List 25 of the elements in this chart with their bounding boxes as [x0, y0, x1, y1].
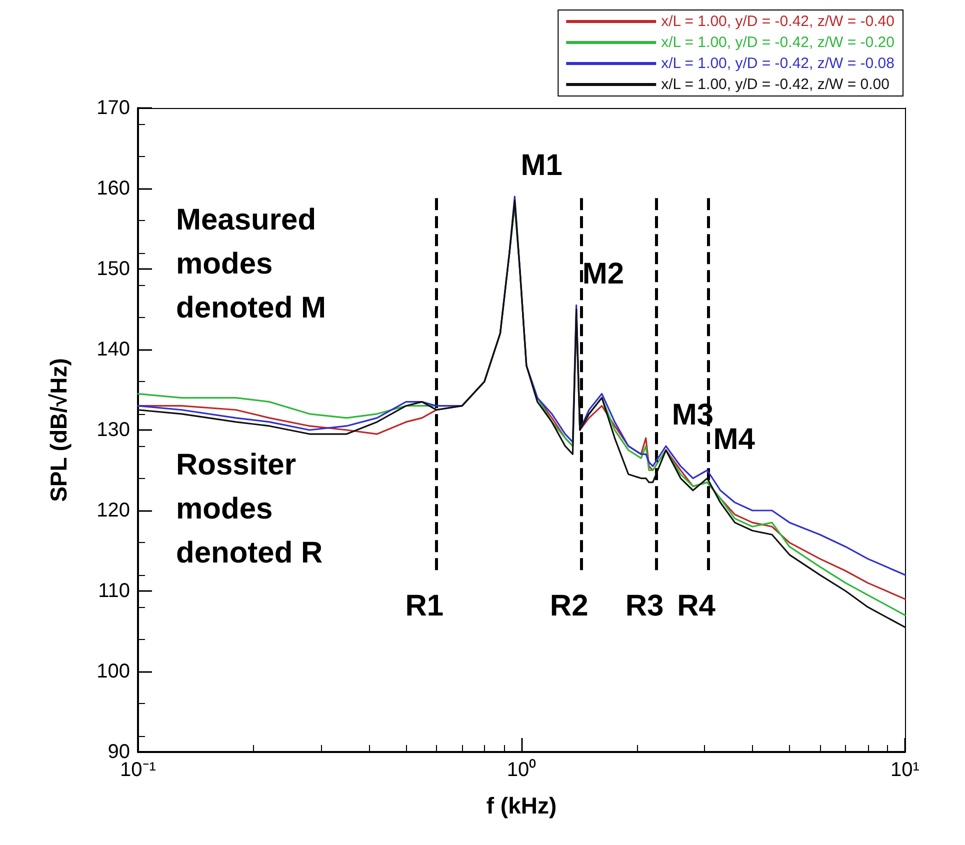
y-tick-label: 110 — [98, 580, 130, 602]
y-tick-label: 170 — [96, 97, 130, 119]
x-tick-label: 10¹ — [890, 759, 920, 781]
annotation: M4 — [713, 422, 756, 456]
text: x/L = 1.00, y/D = -0.42, z/W = -0.08 — [661, 55, 894, 72]
y-tick-label: 130 — [96, 419, 130, 441]
ref-line-label: R1 — [405, 590, 444, 622]
annotation: Measured modes denoted M — [176, 204, 326, 325]
y-tick-label: 150 — [96, 258, 130, 280]
y-axis-title: SPL (dB/√Hz) — [46, 358, 72, 502]
ref-line-label: R3 — [625, 590, 664, 622]
y-tick-label: 160 — [96, 178, 130, 200]
x-axis-title: f (kHz) — [486, 792, 557, 818]
text: x/L = 1.00, y/D = -0.42, z/W = 0.00 — [661, 76, 890, 93]
text: x/L = 1.00, y/D = -0.42, z/W = -0.20 — [661, 34, 894, 51]
y-tick-label: 100 — [96, 660, 130, 682]
ref-line-label: R2 — [550, 590, 588, 622]
ref-line-label: R4 — [677, 590, 716, 622]
annotation: M2 — [582, 258, 624, 291]
annotation: M1 — [520, 149, 562, 182]
x-tick-label: 10⁰ — [506, 758, 536, 781]
text: x/L = 1.00, y/D = -0.42, z/W = -0.40 — [661, 13, 894, 30]
y-tick-label: 140 — [96, 338, 130, 360]
annotation: Rossiter modes denoted R — [176, 448, 323, 570]
y-tick-label: 120 — [96, 500, 130, 522]
